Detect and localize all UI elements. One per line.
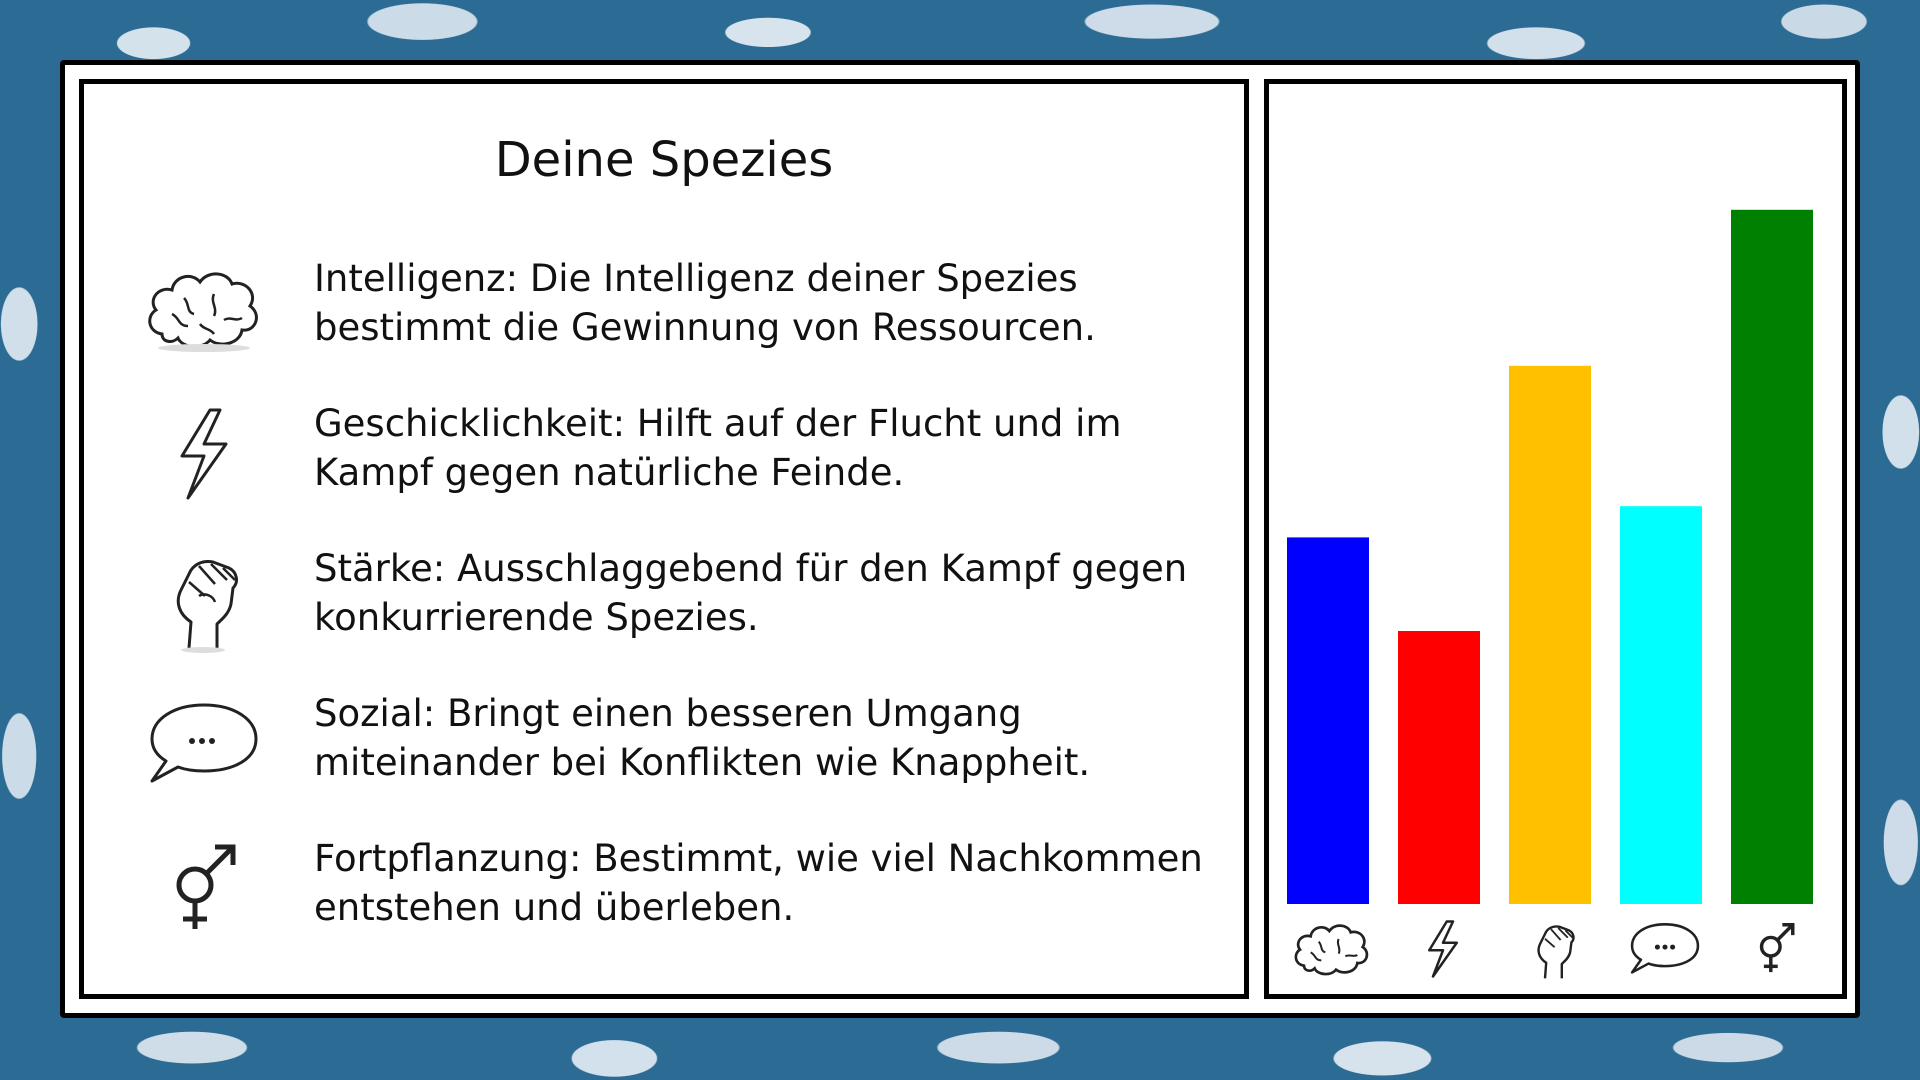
speech-bubble-icon xyxy=(139,689,269,799)
attribute-strength: Stärke: Ausschlaggebend für den Kampf ge… xyxy=(139,544,1219,689)
bar-intelligenz xyxy=(1287,537,1369,904)
fist-icon xyxy=(139,544,269,654)
stats-bar-chart xyxy=(1287,209,1813,905)
attribute-dexterity-text: Geschicklichkeit: Hilft auf der Flucht u… xyxy=(314,402,1122,494)
lightning-icon xyxy=(139,399,269,509)
attribute-intelligence-text: Intelligenz: Die Intelligenz deiner Spez… xyxy=(314,257,1096,349)
gender-symbol-icon xyxy=(139,834,269,944)
lightning-icon xyxy=(1398,914,1488,984)
speech-bubble-icon xyxy=(1620,914,1710,984)
attribute-social: Sozial: Bringt einen besseren Umgang mit… xyxy=(139,689,1219,834)
attribute-social-text: Sozial: Bringt einen besseren Umgang mit… xyxy=(314,692,1091,784)
brain-icon xyxy=(1287,914,1377,984)
bar-stärke xyxy=(1509,365,1591,904)
stats-screen-frame: Deine Spezies Intelligenz: Die Intellige… xyxy=(60,60,1860,1018)
chart-axis-icons xyxy=(1269,914,1842,994)
attribute-intelligence: Intelligenz: Die Intelligenz deiner Spez… xyxy=(139,254,1219,399)
attribute-strength-text: Stärke: Ausschlaggebend für den Kampf ge… xyxy=(314,547,1188,639)
page-title: Deine Spezies xyxy=(494,132,834,188)
attribute-dexterity: Geschicklichkeit: Hilft auf der Flucht u… xyxy=(139,399,1219,544)
attribute-list: Intelligenz: Die Intelligenz deiner Spez… xyxy=(139,254,1219,979)
species-info-panel: Deine Spezies Intelligenz: Die Intellige… xyxy=(79,79,1249,999)
attribute-reproduction-text: Fortpflanzung: Bestimmt, wie viel Nachko… xyxy=(314,837,1203,929)
gender-symbol-icon xyxy=(1731,914,1821,984)
brain-icon xyxy=(139,254,269,364)
attribute-reproduction: Fortpflanzung: Bestimmt, wie viel Nachko… xyxy=(139,834,1219,979)
bar-fortpflanzung xyxy=(1731,209,1813,905)
fist-icon xyxy=(1509,914,1599,984)
bar-sozial xyxy=(1620,506,1702,904)
bar-geschicklichkeit xyxy=(1398,631,1480,904)
stats-chart-panel xyxy=(1264,79,1847,999)
